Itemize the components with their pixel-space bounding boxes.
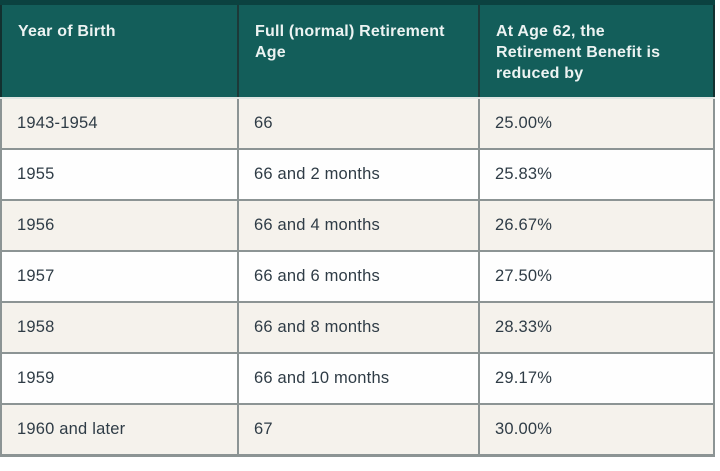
table-body: 1943-1954 66 25.00% 1955 66 and 2 months 25.8… [0,97,715,457]
table-row: 1943-1954 66 25.00% [0,97,715,150]
cell-full-retirement-age: 66 and 2 months [237,148,480,201]
retirement-age-table: Year of Birth Full (normal) Retirement A… [0,0,715,457]
cell-benefit-reduction: 29.17% [478,352,715,405]
table-row: 1956 66 and 4 months 26.67% [0,199,715,252]
cell-full-retirement-age: 66 and 8 months [237,301,480,354]
cell-full-retirement-age: 66 and 10 months [237,352,480,405]
cell-full-retirement-age: 66 and 4 months [237,199,480,252]
table-row: 1957 66 and 6 months 27.50% [0,250,715,303]
cell-year-of-birth: 1943-1954 [0,97,239,150]
cell-benefit-reduction: 26.67% [478,199,715,252]
table-row: 1955 66 and 2 months 25.83% [0,148,715,201]
cell-full-retirement-age: 67 [237,403,480,457]
table-row: 1959 66 and 10 months 29.17% [0,352,715,405]
cell-full-retirement-age: 66 [237,97,480,150]
cell-year-of-birth: 1959 [0,352,239,405]
cell-year-of-birth: 1956 [0,199,239,252]
table-row: 1960 and later 67 30.00% [0,403,715,457]
cell-year-of-birth: 1955 [0,148,239,201]
cell-benefit-reduction: 30.00% [478,403,715,457]
cell-benefit-reduction: 25.83% [478,148,715,201]
cell-year-of-birth: 1957 [0,250,239,303]
header-benefit-reduced-at-62: At Age 62, the Retirement Benefit is red… [478,2,715,99]
header-year-of-birth: Year of Birth [0,2,239,99]
cell-year-of-birth: 1958 [0,301,239,354]
table-row: 1958 66 and 8 months 28.33% [0,301,715,354]
cell-full-retirement-age: 66 and 6 months [237,250,480,303]
cell-benefit-reduction: 27.50% [478,250,715,303]
header-full-retirement-age: Full (normal) Retirement Age [237,2,480,99]
cell-year-of-birth: 1960 and later [0,403,239,457]
cell-benefit-reduction: 25.00% [478,97,715,150]
table-header-row: Year of Birth Full (normal) Retirement A… [0,2,715,99]
table-header: Year of Birth Full (normal) Retirement A… [0,2,715,99]
cell-benefit-reduction: 28.33% [478,301,715,354]
